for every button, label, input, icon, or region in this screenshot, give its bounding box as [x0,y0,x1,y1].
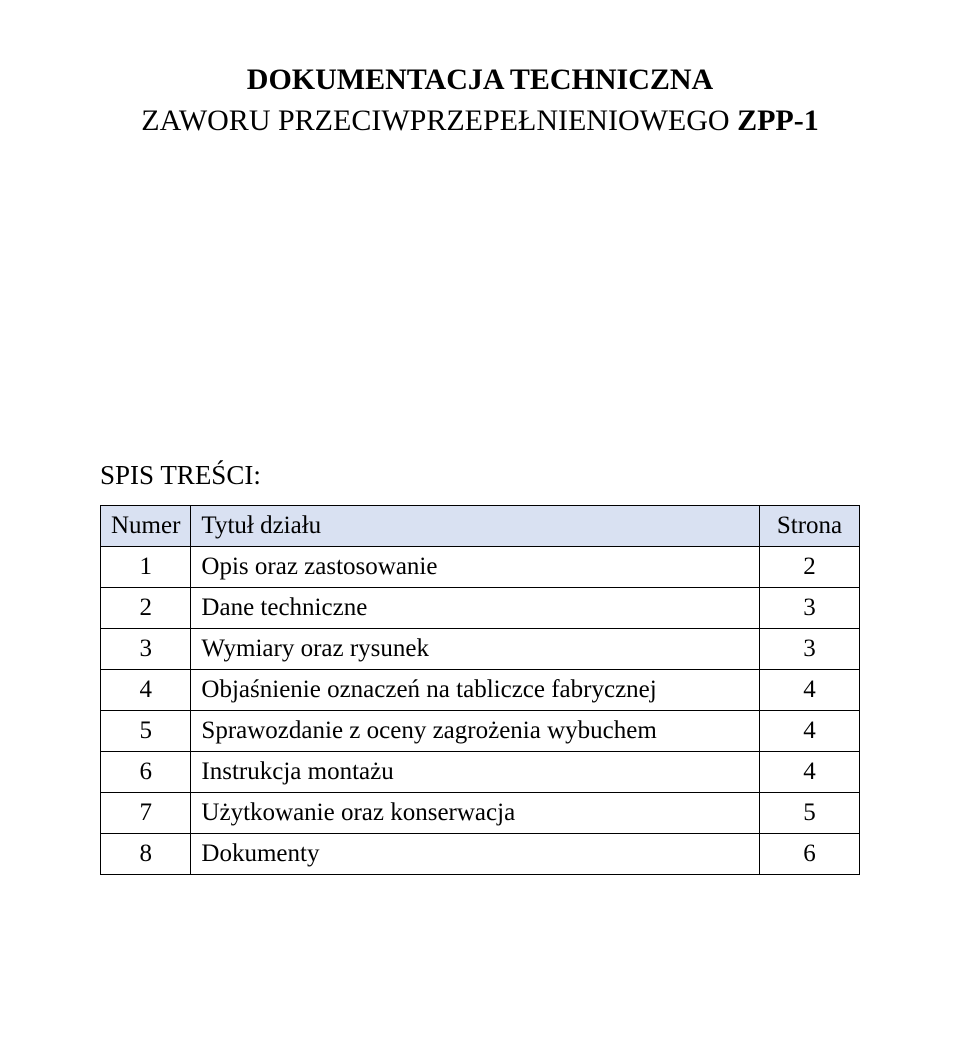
table-row: 7 Użytkowanie oraz konserwacja 5 [101,793,860,834]
toc-row-title: Dokumenty [191,834,760,875]
table-row: 4 Objaśnienie oznaczeń na tabliczce fabr… [101,670,860,711]
toc-row-number: 1 [101,547,191,588]
toc-header-page: Strona [760,506,860,547]
toc-row-number: 8 [101,834,191,875]
toc-header-row: Numer Tytuł działu Strona [101,506,860,547]
toc-row-title: Instrukcja montażu [191,752,760,793]
toc-row-number: 5 [101,711,191,752]
table-row: 6 Instrukcja montażu 4 [101,752,860,793]
toc-row-number: 7 [101,793,191,834]
toc-row-number: 4 [101,670,191,711]
toc-row-number: 2 [101,588,191,629]
toc-row-page: 2 [760,547,860,588]
table-row: 5 Sprawozdanie z oceny zagrożenia wybuch… [101,711,860,752]
toc-row-title: Wymiary oraz rysunek [191,629,760,670]
toc-row-page: 3 [760,588,860,629]
table-row: 8 Dokumenty 6 [101,834,860,875]
toc-row-title: Opis oraz zastosowanie [191,547,760,588]
table-row: 1 Opis oraz zastosowanie 2 [101,547,860,588]
toc-body: 1 Opis oraz zastosowanie 2 2 Dane techni… [101,547,860,875]
toc-heading-prefix: S [100,460,115,490]
toc-heading-rest: PIS TREŚCI [115,460,253,490]
toc-row-title: Objaśnienie oznaczeń na tabliczce fabryc… [191,670,760,711]
toc-row-title: Użytkowanie oraz konserwacja [191,793,760,834]
toc-row-number: 6 [101,752,191,793]
toc-heading: SPIS TREŚCI: [100,460,860,491]
subtitle-rest: AWORU PRZECIWPRZEPEŁNIENIOWEGO [160,104,738,137]
toc-row-page: 4 [760,711,860,752]
subtitle-prefix: Z [141,104,159,137]
toc-header-title: Tytuł działu [191,506,760,547]
toc-row-page: 4 [760,752,860,793]
toc-row-number: 3 [101,629,191,670]
document-subtitle: ZAWORU PRZECIWPRZEPEŁNIENIOWEGO ZPP-1 [100,101,860,140]
toc-row-page: 3 [760,629,860,670]
toc-header-number: Numer [101,506,191,547]
toc-row-title: Sprawozdanie z oceny zagrożenia wybuchem [191,711,760,752]
toc-row-page: 6 [760,834,860,875]
subtitle-model: ZPP-1 [737,104,819,137]
toc-heading-suffix: : [253,460,261,490]
document-title: DOKUMENTACJA TECHNICZNA [100,60,860,99]
toc-row-page: 5 [760,793,860,834]
toc-table: Numer Tytuł działu Strona 1 Opis oraz za… [100,505,860,875]
table-row: 3 Wymiary oraz rysunek 3 [101,629,860,670]
table-row: 2 Dane techniczne 3 [101,588,860,629]
toc-row-title: Dane techniczne [191,588,760,629]
toc-row-page: 4 [760,670,860,711]
